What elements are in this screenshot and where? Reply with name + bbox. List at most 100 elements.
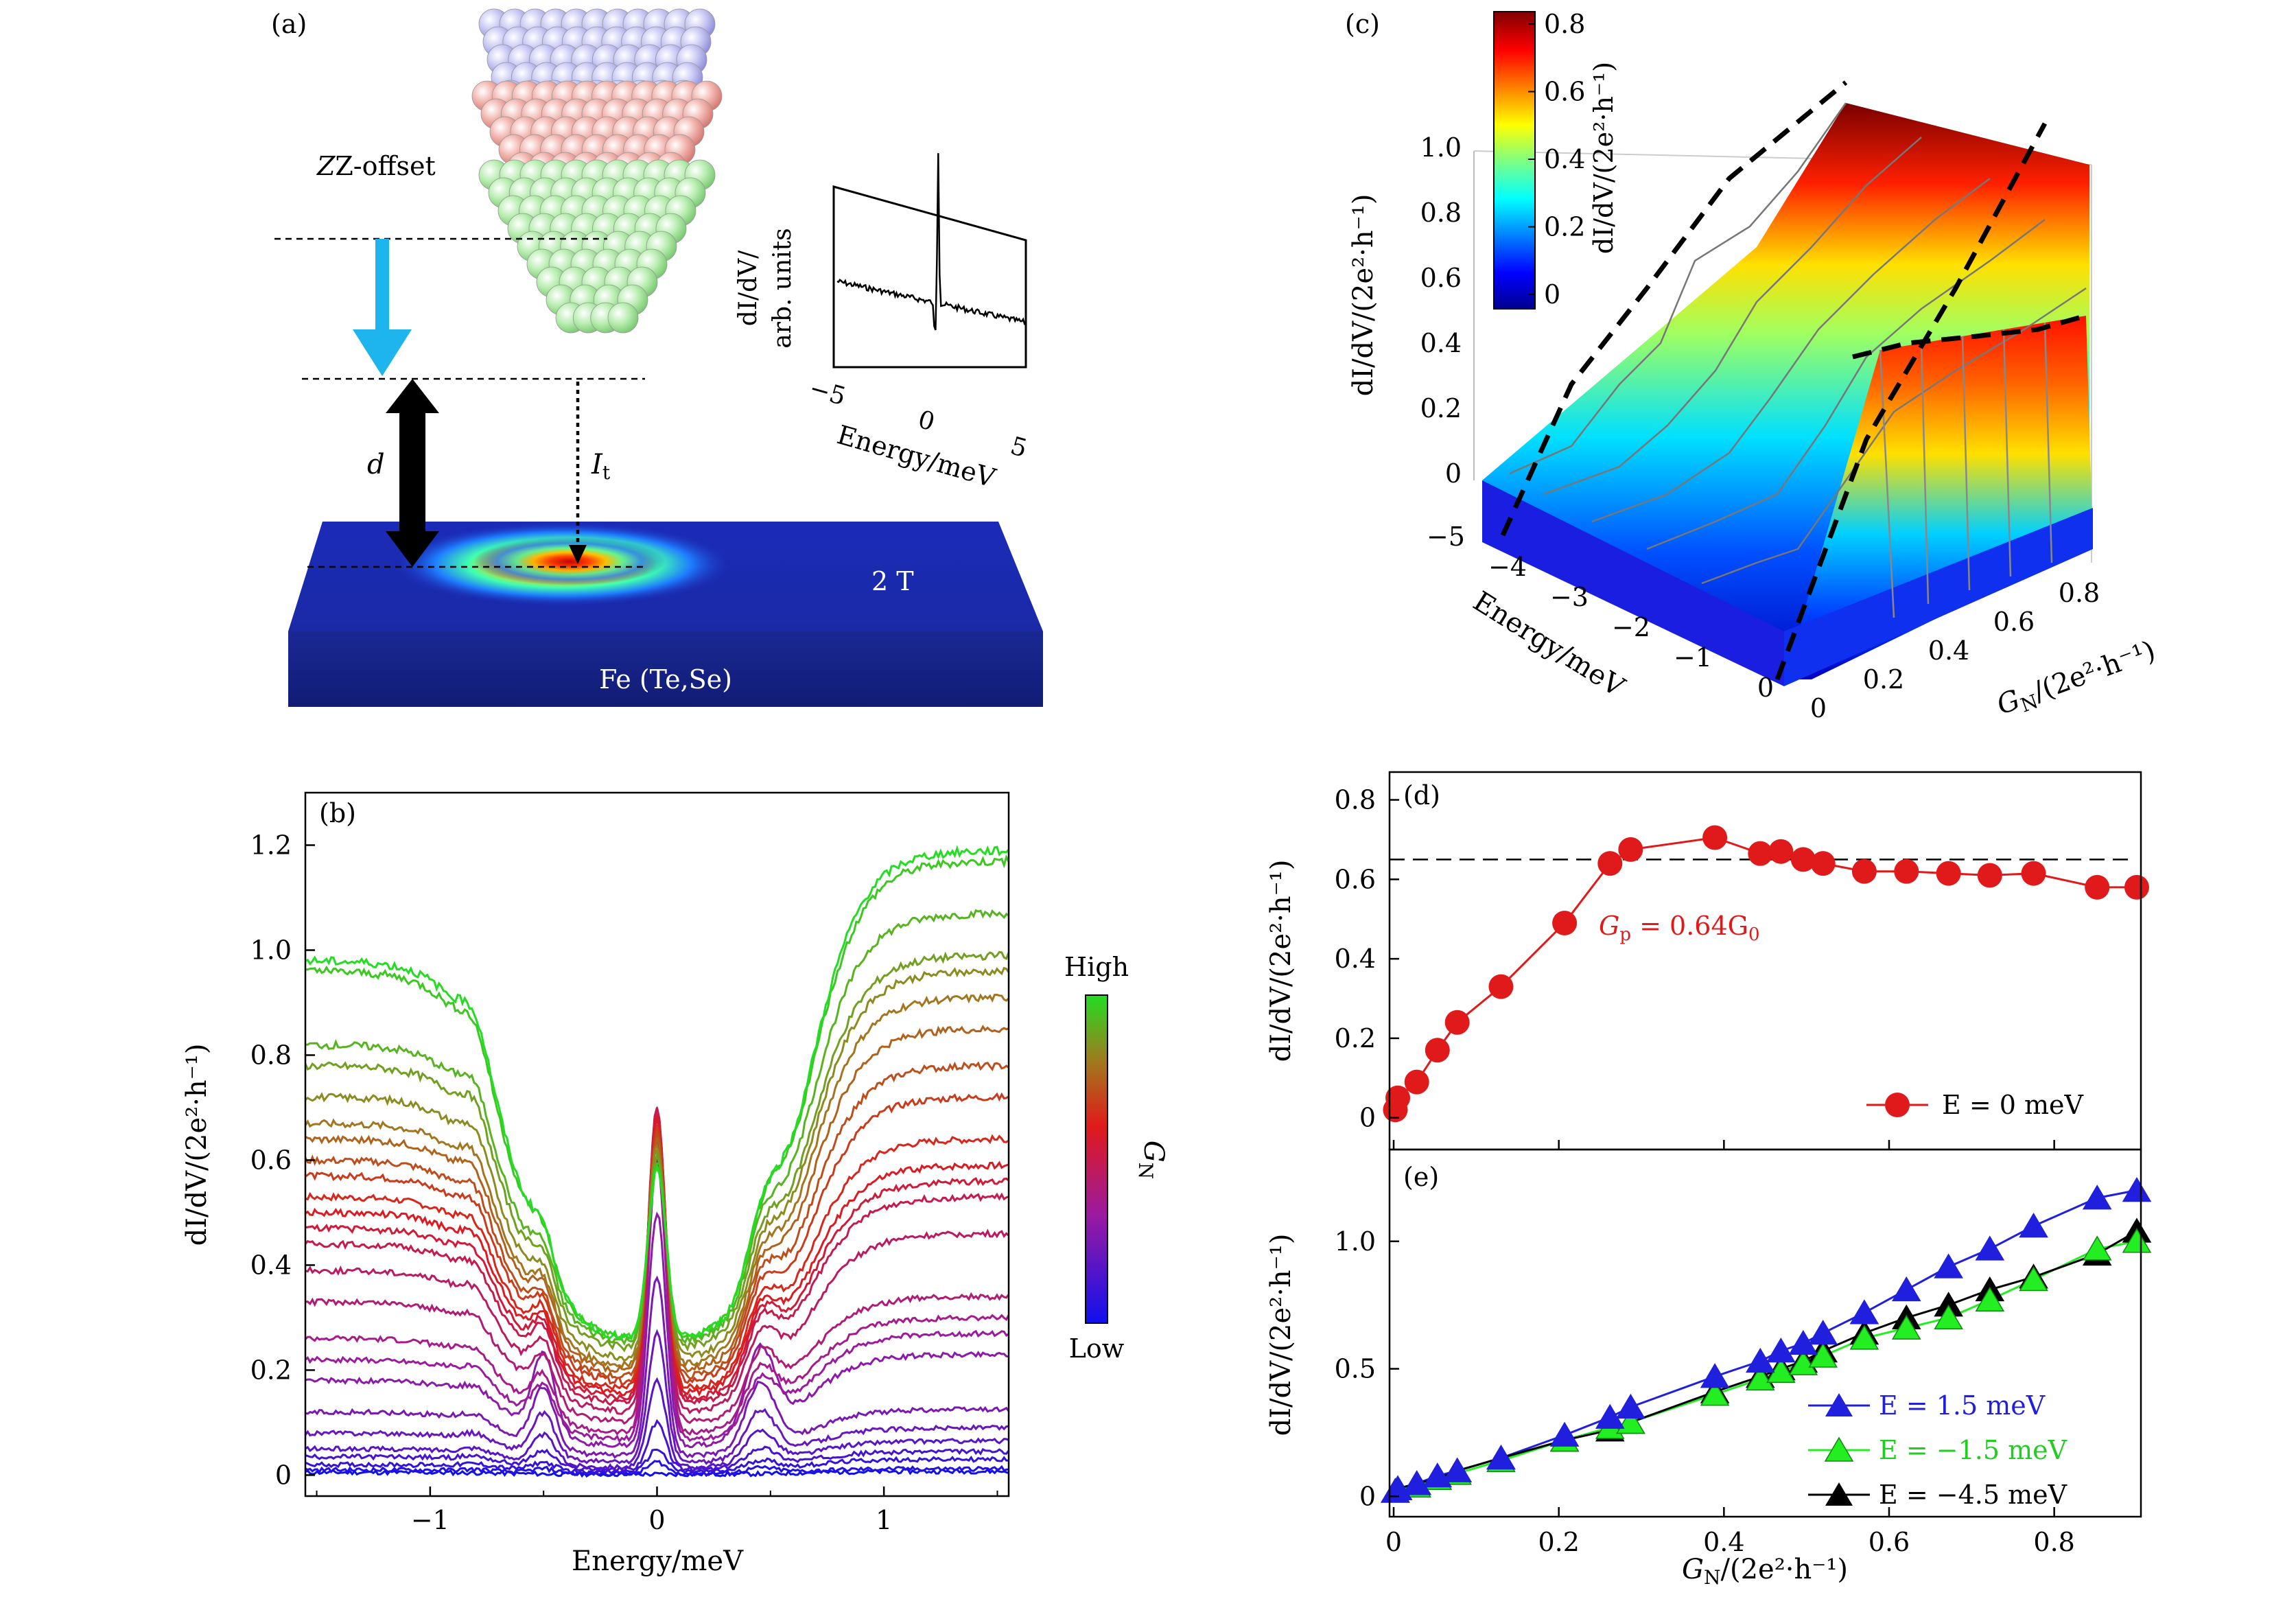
panel-b-ylabel: dI/dV/(2e²·h⁻¹)	[181, 1044, 213, 1246]
panel-e-plot: 0 0.5 1.0 0 0.2 0.4 0.6 0.8	[1335, 1176, 2152, 1557]
series-point-1	[1808, 1342, 1838, 1368]
e-xtick-label: 0	[1385, 1527, 1402, 1557]
z-tick-label: 0.4	[1420, 328, 1462, 358]
spectrum-curve-3	[305, 1419, 1009, 1473]
colorbar-tick-label: 0	[1544, 279, 1560, 310]
series-point-1	[2019, 1266, 2048, 1292]
z-offset-text: Z-offset	[335, 151, 435, 181]
panel-c-energy-ticks: −5 −4 −3 −2 −1 0	[1427, 522, 1774, 703]
colorbar-tick-label: 0.8	[1544, 9, 1585, 39]
field-label: 2 T	[871, 566, 914, 596]
series-point-0	[1891, 1276, 1921, 1302]
spectrum-curve-8	[305, 1156, 1009, 1444]
z-offset-label: ZZ-offset	[316, 151, 436, 181]
e-xtick-label: 0.8	[2033, 1527, 2074, 1557]
panel-a-label: (a)	[271, 9, 307, 39]
panel-e-label: (e)	[1403, 1162, 1439, 1192]
b-ytick-label: 1.2	[250, 830, 292, 860]
colorbar-tick-label: 0.6	[1544, 77, 1585, 107]
gn-tick-label: 0.6	[1993, 607, 2035, 637]
series-point-0	[1849, 1299, 1879, 1325]
e-xtick-label: 0.4	[1703, 1527, 1744, 1557]
panel-b-xlabel: Energy/meV	[572, 1546, 744, 1577]
spectrum-curve-19	[305, 993, 1009, 1369]
legend-em15-label: E = −1.5 meV	[1879, 1435, 2067, 1465]
surface-front-base	[1482, 480, 1784, 686]
d-ytick-label: 0.6	[1335, 864, 1376, 894]
d-ytick-label: 0.8	[1335, 785, 1376, 815]
e0-point	[1444, 1010, 1470, 1035]
series-point-0	[2019, 1212, 2048, 1238]
panel-d-legend: E = 0 meV	[1866, 1090, 2084, 1120]
e0-point	[1894, 859, 1919, 884]
panel-b: −1 0 1 0 0.2 0.4 0.6 0.8 1.0 1.2 (b) Energy/meV d…	[181, 791, 1169, 1577]
spectrum-curve-20	[305, 966, 1009, 1362]
panel-e-legend: E = 1.5 meV E = −1.5 meV E = −4.5 meV	[1808, 1390, 2067, 1510]
series-point-0	[1808, 1320, 1838, 1345]
surface-3d	[1482, 80, 2093, 686]
spectrum-curve-9	[305, 1138, 1009, 1436]
panel-e-xlabel-rest: /(2e²·h⁻¹)	[1720, 1554, 1847, 1585]
gp-annotation-main: G	[1599, 911, 1619, 941]
panel-a: (a) ZZ-offset 2 T Fe (Te,Se) d It	[271, 8, 1043, 707]
z-tick-label: 0.6	[1420, 263, 1462, 293]
colorbar-title-sub: N	[1134, 1163, 1157, 1180]
panel-b-curves	[305, 845, 1009, 1478]
panel-d-plot: 0 0.2 0.4 0.6 0.8	[1335, 785, 2149, 1150]
energy-tick-label: −3	[1550, 582, 1589, 612]
e0-point	[1977, 863, 2002, 888]
panel-d-label: (d)	[1403, 780, 1440, 810]
gp-annotation-sub2: 0	[1748, 924, 1760, 945]
panel-d: 00.20.40.60.8 (d) Gp = 0.64G0 E = 0 meV …	[1265, 771, 2149, 1151]
panel-c-zlabel: dI/dV/(2e²·h⁻¹)	[1348, 194, 1379, 397]
z-tick-label: 0	[1445, 458, 1462, 489]
b-ytick-label: 0.8	[250, 1040, 292, 1070]
series-point-1	[2122, 1228, 2152, 1253]
series-point-0	[1486, 1445, 1516, 1470]
e0-point	[1385, 1085, 1411, 1110]
series-point-0	[1934, 1253, 1963, 1279]
z-tick-label: 0.8	[1420, 198, 1462, 228]
panel-e-xlabel-main: G	[1682, 1554, 1704, 1585]
gp-annotation-sub: p	[1619, 924, 1631, 945]
b-ytick-label: 1.0	[250, 935, 292, 965]
e0-point	[1810, 851, 1836, 876]
panel-e-xlabel: GN/(2e²·h⁻¹)	[1682, 1554, 1848, 1589]
spectrum-curve-5	[305, 1329, 1009, 1465]
inset-ylabel-1: dI/dV/	[734, 250, 762, 326]
surface-right	[1784, 316, 2093, 679]
it-label: It	[591, 449, 611, 484]
series-point-1	[1891, 1314, 1921, 1340]
series-point-1	[1934, 1304, 1963, 1329]
spectrum-curve-2	[305, 1448, 1009, 1475]
e0-point	[1790, 847, 1816, 872]
series-point-0	[1700, 1363, 1730, 1388]
legend-marker-e15	[1825, 1393, 1853, 1416]
it-label-sub: t	[602, 461, 611, 484]
energy-tick-label: −5	[1427, 522, 1465, 552]
series-point-0	[1616, 1393, 1645, 1419]
series-point-0	[1766, 1338, 1796, 1363]
panel-c-gn-ticks: 0 0.2 0.4 0.6 0.8	[1810, 578, 2100, 723]
gn-tick-label: 0.2	[1863, 664, 1904, 695]
e0-point	[1748, 841, 1773, 866]
inset-spectrum: dI/dV/ arb. units −5 0 5 Energy/meV	[734, 153, 1030, 493]
legend-em45-label: E = −4.5 meV	[1879, 1480, 2067, 1510]
colorbar-high-label: High	[1064, 952, 1129, 982]
spectrum-curve-13	[305, 1113, 1009, 1402]
panel-d-ylabel: dI/dV/(2e²·h⁻¹)	[1265, 860, 1297, 1062]
series-point-1	[1788, 1350, 1818, 1375]
d-ytick-label: 0.4	[1335, 944, 1376, 974]
gn-tick-label: 0.4	[1928, 635, 1969, 666]
b-xtick-label: 0	[648, 1505, 665, 1535]
e0-point	[1702, 825, 1728, 850]
spectrum-curve-12	[305, 1106, 1009, 1406]
b-ytick-label: 0.6	[250, 1145, 292, 1175]
e0-point	[1936, 861, 1961, 886]
inset-frame	[832, 185, 1027, 369]
gn-tick-label: 0	[1810, 693, 1827, 723]
panel-c-label: (c)	[1345, 9, 1380, 39]
legend-marker-em15	[1824, 1436, 1854, 1462]
tip-atom	[607, 302, 639, 334]
